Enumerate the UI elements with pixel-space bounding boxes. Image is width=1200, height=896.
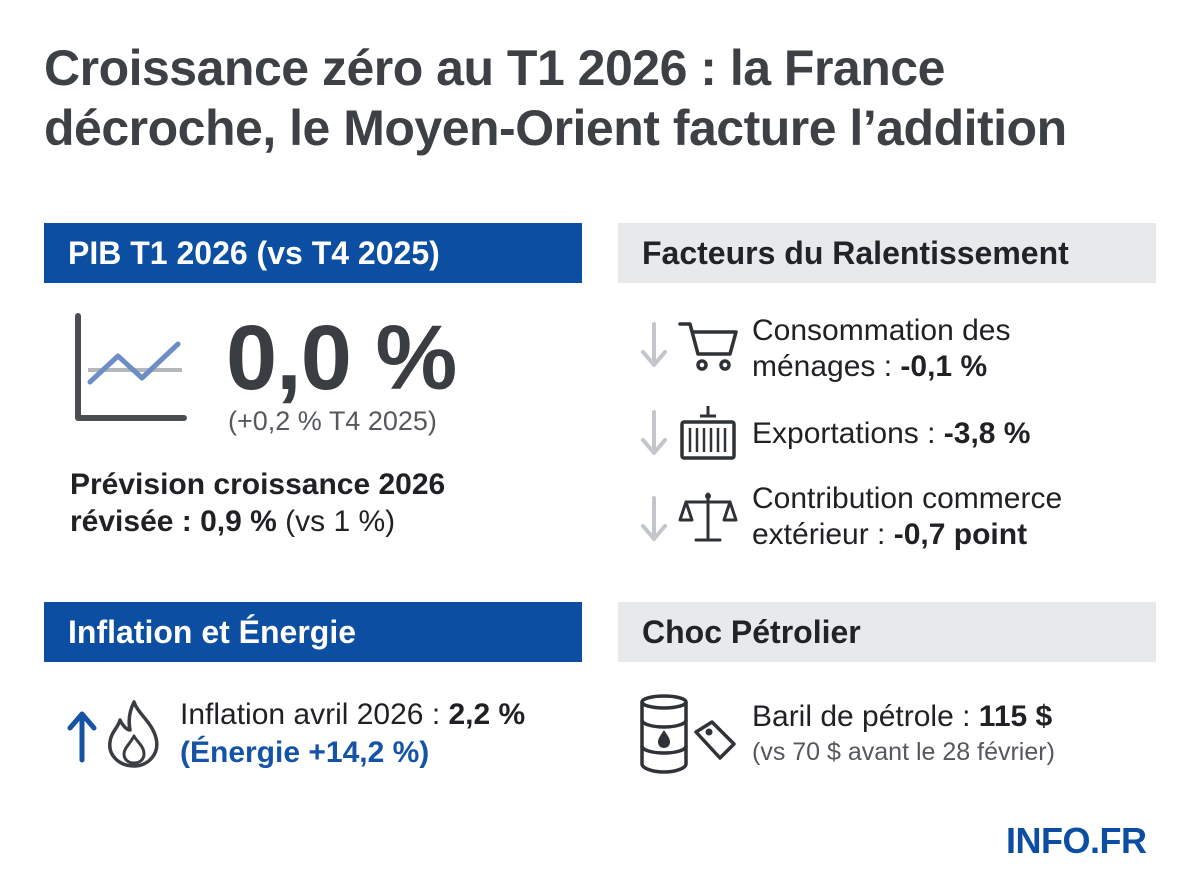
factor-consumption-value: -0,1 % (900, 350, 988, 383)
factor-exports-label: Exportations : (752, 417, 944, 450)
inflation-line1: Inflation avril 2026 : 2,2 % (180, 696, 525, 734)
factor-consumption: Consommation des ménages : -0,1 % (752, 313, 1010, 385)
shopping-cart-icon (678, 322, 738, 371)
pib-forecast-compare: (vs 1 %) (276, 505, 396, 538)
pib-forecast-line2: révisée : 0,9 % (vs 1 %) (70, 503, 570, 540)
oil-label: Baril de pétrole : (752, 700, 979, 733)
page-title: Croissance zéro au T1 2026 : la France d… (44, 38, 1174, 158)
factor-consumption-line1: Consommation des (752, 314, 1011, 347)
arrow-down-icon (641, 410, 667, 455)
factor-trade-label: extérieur : (752, 518, 894, 551)
arrow-down-icon (641, 496, 667, 541)
pib-previous: (+0,2 % T4 2025) (228, 406, 437, 436)
pib-forecast-label: révisée : (70, 505, 201, 538)
pib-value: 0,0 % (226, 307, 457, 409)
factor-exports-value: -3,8 % (943, 417, 1031, 450)
oil-text: Baril de pétrole : 115 $ (vs 70 $ avant … (752, 698, 1055, 767)
oil-section-header: Choc Pétrolier (618, 602, 1156, 662)
arrow-down-icon (641, 322, 667, 367)
inflation-label: Inflation avril 2026 : (180, 698, 449, 731)
factor-exports: Exportations : -3,8 % (752, 416, 1030, 452)
line-chart-icon (75, 313, 187, 421)
title-line-1: Croissance zéro au T1 2026 : la France (44, 40, 945, 96)
inflation-value: 2,2 % (448, 698, 526, 731)
flame-icon (108, 700, 159, 768)
shipping-container-icon (680, 406, 736, 460)
inflation-energy: (Énergie +14,2 %) (180, 736, 430, 769)
factor-trade: Contribution commerce extérieur : -0,7 p… (752, 481, 1062, 553)
pib-forecast-line1: Prévision croissance 2026 (70, 468, 446, 501)
oil-line1: Baril de pétrole : 115 $ (752, 698, 1055, 736)
oil-compare: (vs 70 $ avant le 28 février) (752, 738, 1055, 766)
factor-consumption-label: ménages : (752, 350, 901, 383)
inflation-section-header: Inflation et Énergie (44, 602, 582, 662)
arrow-up-icon (67, 711, 97, 763)
brand-logo: INFO.FR (1006, 820, 1147, 861)
factor-trade-line1: Contribution commerce (752, 482, 1063, 515)
factor-trade-value: -0,7 point (893, 518, 1028, 551)
factor-consumption-line2: ménages : -0,1 % (752, 349, 1010, 385)
title-line-2: décroche, le Moyen-Orient facture l’addi… (44, 100, 1067, 156)
pib-section-header: PIB T1 2026 (vs T4 2025) (44, 223, 582, 283)
inflation-text: Inflation avril 2026 : 2,2 % (Énergie +1… (180, 696, 525, 772)
factor-trade-line2: extérieur : -0,7 point (752, 517, 1062, 553)
pib-forecast-value: 0,9 % (200, 505, 277, 538)
oil-value: 115 $ (978, 700, 1053, 733)
factors-section-header: Facteurs du Ralentissement (618, 223, 1156, 283)
balance-scale-icon (678, 492, 738, 542)
pib-forecast: Prévision croissance 2026 révisée : 0,9 … (70, 466, 570, 540)
oil-barrel-icon (640, 694, 736, 774)
